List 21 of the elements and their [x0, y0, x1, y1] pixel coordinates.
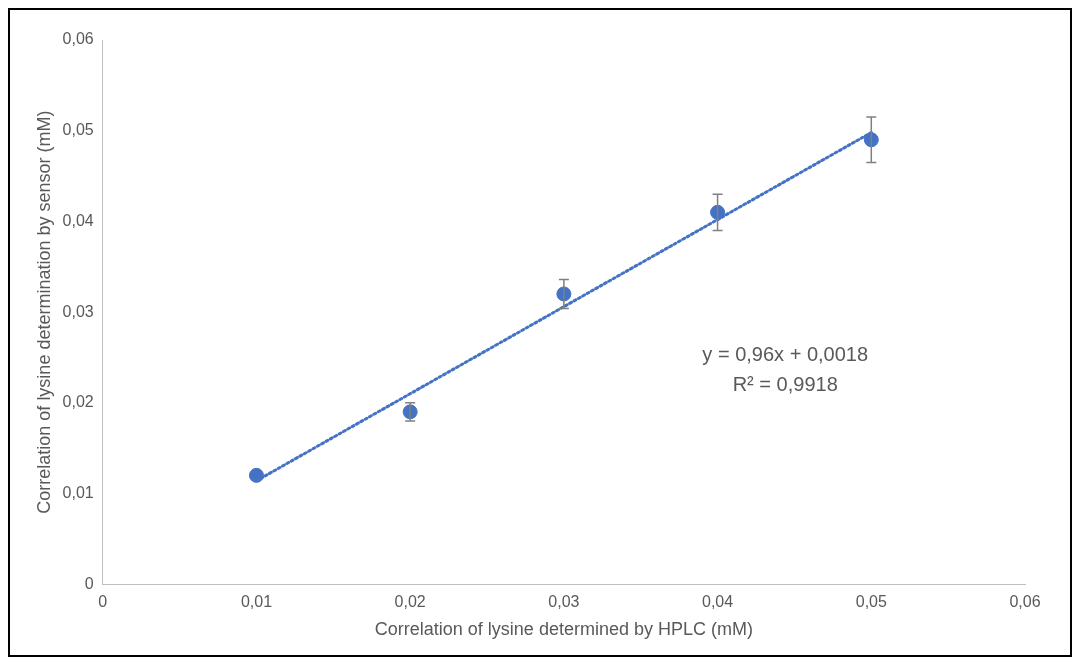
x-tick-label: 0	[98, 593, 108, 611]
point	[863, 132, 879, 148]
y-tick-label: 0,01	[62, 483, 94, 501]
x-tick-label: 0,05	[855, 593, 887, 611]
x-tick-label: 0,02	[394, 593, 426, 611]
y-tick-label: 0,06	[62, 30, 94, 48]
point	[710, 204, 726, 220]
y-tick-label: 0,04	[62, 211, 94, 229]
x-tick-label: 0,03	[548, 593, 580, 611]
x-tick-label: 0,01	[240, 593, 273, 611]
annotation: y = 0,96x + 0,0018	[702, 343, 869, 366]
y-tick-label: 0	[84, 574, 94, 592]
annotation: R² = 0,9918	[732, 373, 838, 396]
point	[248, 467, 264, 483]
y-tick-label: 0,03	[62, 302, 94, 320]
x-tick-label: 0,04	[702, 593, 734, 611]
x-tick-label: 0,06	[1009, 593, 1041, 611]
y-tick-label: 0,02	[62, 393, 94, 411]
y-tick-label: 0,05	[62, 121, 94, 139]
x-axis-title: Correlation of lysine determined by HPLC (mM)	[374, 619, 753, 640]
y-axis-title: Correlation of lysine determination by sensor (mM)	[33, 110, 54, 514]
